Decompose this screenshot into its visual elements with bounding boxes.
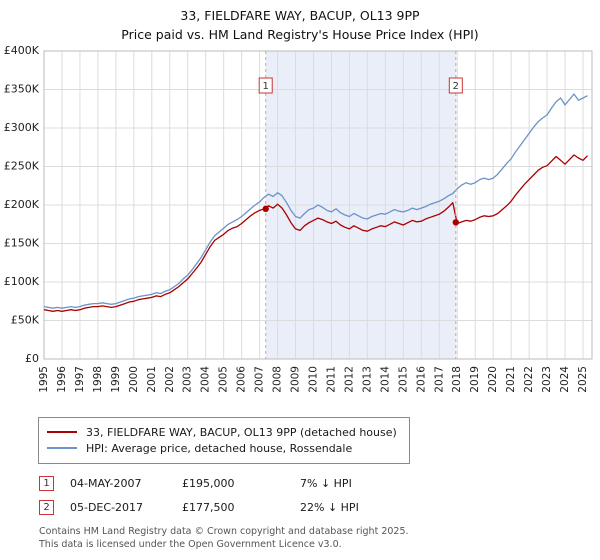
x-tick-label: 2003 <box>182 366 194 393</box>
x-tick-label: 2023 <box>541 366 553 393</box>
y-tick-label: £100K <box>4 275 40 288</box>
sale-1-number-badge: 1 <box>39 475 54 491</box>
sale-2-hpi-diff: 22% ↓ HPI <box>300 500 359 514</box>
legend-item-price-paid: 33, FIELDFARE WAY, BACUP, OL13 9PP (deta… <box>47 426 397 439</box>
x-tick-label: 2014 <box>379 365 391 392</box>
x-tick-label: 1999 <box>110 366 122 393</box>
sale-flag-number-1: 1 <box>263 81 269 92</box>
y-tick-label: £200K <box>4 198 40 211</box>
y-tick-label: £50K <box>11 313 40 326</box>
x-tick-label: 2018 <box>451 366 463 393</box>
x-tick-label: 2020 <box>487 366 499 393</box>
chart-subtitle: Price paid vs. HM Land Registry's House … <box>121 26 479 42</box>
x-tick-label: 2004 <box>200 365 212 392</box>
y-tick-label: £0 <box>25 352 39 365</box>
sale-2-date: 05-DEC-2017 <box>70 500 144 514</box>
x-tick-label: 2005 <box>218 366 230 393</box>
footer-line-2: This data is licensed under the Open Gov… <box>39 538 342 550</box>
chart-legend: 33, FIELDFARE WAY, BACUP, OL13 9PP (deta… <box>38 416 410 464</box>
x-tick-label: 2001 <box>146 366 158 393</box>
price-history-chart: £0 £50K £100K £150K £200K £250K £300K £350K £400… <box>4 44 593 393</box>
y-tick-label: £250K <box>4 159 40 172</box>
price-paid-line-swatch <box>47 431 77 433</box>
x-tick-label: 2022 <box>523 366 535 393</box>
sale-flag-box-2 <box>448 77 463 93</box>
sale-marker-1 <box>262 205 269 212</box>
y-tick-label: £150K <box>4 236 40 249</box>
sale-flag-box-1 <box>258 77 273 93</box>
x-tick-label: 2008 <box>272 366 284 393</box>
sale-row-1: 1 04-MAY-2007 £195,000 7% ↓ HPI <box>39 475 600 491</box>
legend-label-hpi: HPI: Average price, detached house, Ross… <box>86 441 353 455</box>
sale-annotations: 1 04-MAY-2007 £195,000 7% ↓ HPI 2 05-DEC… <box>39 475 600 515</box>
price-paid-line <box>43 153 588 312</box>
sale-1-price: £195,000 <box>182 476 235 490</box>
legend-label-price-paid: 33, FIELDFARE WAY, BACUP, OL13 9PP (deta… <box>86 425 397 439</box>
footer-line-1: Contains HM Land Registry data © Crown c… <box>39 525 409 537</box>
sale-row-2: 2 05-DEC-2017 £177,500 22% ↓ HPI <box>39 499 600 515</box>
y-tick-label: £400K <box>4 45 40 57</box>
sale-marker-2 <box>452 218 460 226</box>
x-tick-label: 2007 <box>254 366 266 393</box>
x-tick-label: 2013 <box>361 366 373 393</box>
sale-1-date: 04-MAY-2007 <box>70 476 142 490</box>
x-tick-label: 1996 <box>56 365 68 392</box>
hpi-line <box>43 92 588 309</box>
x-tick-label: 1998 <box>92 366 104 393</box>
x-tick-label: 2009 <box>290 366 302 393</box>
x-tick-label: 1995 <box>38 366 50 393</box>
x-tick-label: 1997 <box>74 366 86 393</box>
x-tick-label: 2016 <box>415 365 427 392</box>
y-tick-label: £350K <box>4 82 40 95</box>
x-tick-label: 2024 <box>559 365 571 392</box>
x-tick-label: 2011 <box>325 366 337 393</box>
x-tick-label: 2006 <box>236 365 248 392</box>
x-tick-label: 2017 <box>433 366 445 393</box>
chart-title: 33, FIELDFARE WAY, BACUP, OL13 9PP <box>180 8 420 23</box>
legend-item-hpi: HPI: Average price, detached house, Ross… <box>47 442 397 455</box>
license-footer: Contains HM Land Registry data © Crown c… <box>39 525 600 552</box>
x-tick-label: 2021 <box>505 366 517 393</box>
sale-1-hpi-diff: 7% ↓ HPI <box>300 476 352 490</box>
x-tick-label: 2010 <box>308 366 320 393</box>
plot-frame <box>43 50 593 359</box>
x-tick-label: 2025 <box>577 366 589 393</box>
hpi-line-swatch <box>47 447 77 449</box>
x-tick-label: 2019 <box>469 366 481 393</box>
y-tick-label: £300K <box>4 121 40 134</box>
x-tick-label: 2012 <box>343 366 355 393</box>
x-tick-label: 2015 <box>397 366 409 393</box>
sale-2-number-badge: 2 <box>39 499 54 515</box>
sale-flag-number-2: 2 <box>453 81 459 92</box>
sale-2-price: £177,500 <box>182 500 235 514</box>
x-tick-label: 2000 <box>128 366 140 393</box>
x-tick-label: 2002 <box>164 366 176 393</box>
chart-header: 33, FIELDFARE WAY, BACUP, OL13 9PP Price… <box>0 0 600 45</box>
